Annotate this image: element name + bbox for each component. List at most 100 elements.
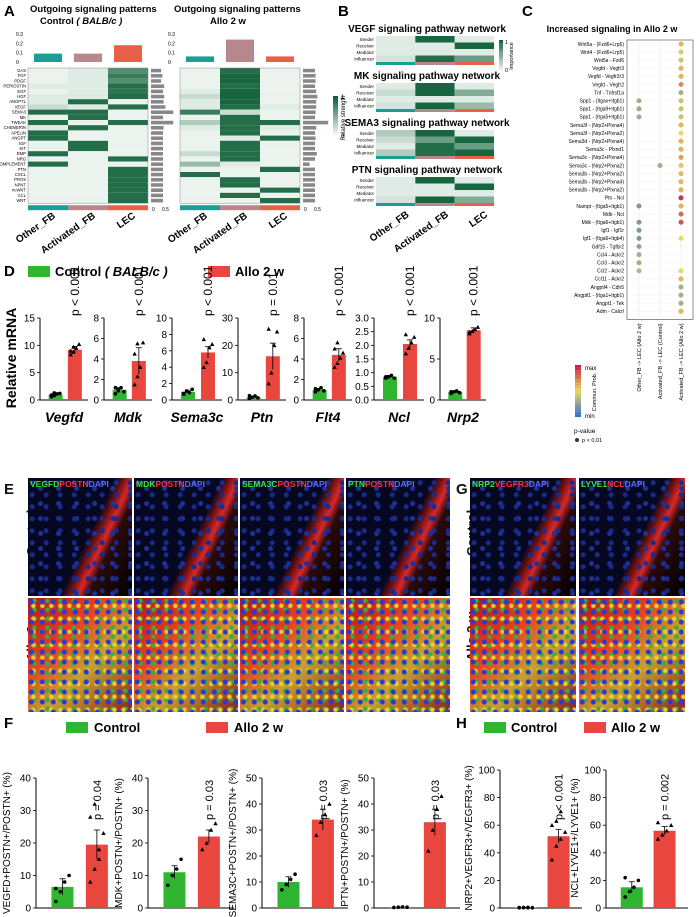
a-side-bar — [151, 94, 165, 99]
p-value: p < 0.001 — [467, 265, 481, 316]
a-side-bar — [303, 89, 317, 94]
d-legend-allo: Allo 2 w — [235, 264, 285, 279]
chart-tick-label: 80 — [590, 793, 602, 804]
a-heat-cell — [108, 161, 148, 167]
chart-tick-label: 30 — [20, 806, 32, 817]
micrograph-e-allo-1 — [134, 598, 238, 712]
c-dot — [678, 268, 684, 274]
stain-red: POSTN — [59, 479, 89, 489]
chart-tick-label: 40 — [246, 800, 258, 811]
a-group-strip — [260, 205, 300, 211]
c-dot — [678, 138, 684, 144]
c-pvalue-label: p-value — [574, 428, 596, 435]
c-dot — [678, 154, 684, 160]
a-side-bar — [151, 141, 163, 146]
a-heat-cell — [260, 172, 300, 178]
a-heat-cell — [68, 156, 108, 162]
b-cell — [454, 130, 494, 137]
chart-tick-label: 10 — [156, 314, 168, 325]
b-cell — [376, 143, 416, 150]
b-cell — [376, 136, 416, 143]
a-heat-cell — [180, 88, 220, 94]
a-colorbar-seg — [333, 124, 338, 126]
bar-allo — [67, 349, 82, 400]
a-top-bar-allo-1 — [226, 39, 254, 62]
a-heat-cell — [180, 120, 220, 126]
a-colorbar-seg — [333, 132, 338, 134]
a-heat-cell — [260, 120, 300, 126]
a-colorbar-seg — [333, 102, 338, 104]
d-gene-label: Flt4 — [316, 409, 341, 425]
data-point — [207, 345, 212, 350]
c-legend-seg — [575, 365, 581, 368]
stain-green: VEGFD — [30, 479, 60, 489]
a-heat-cell — [220, 83, 260, 89]
chart-tick-label: 0 — [25, 904, 31, 915]
c-dot — [636, 244, 642, 249]
b-legend-seg — [499, 57, 503, 60]
a-heat-cell — [220, 88, 260, 94]
data-point — [430, 827, 435, 832]
data-point — [655, 820, 661, 825]
data-point — [472, 327, 478, 332]
a-side-bar — [303, 79, 316, 83]
c-legend-seg — [575, 398, 581, 402]
micrograph-e-control-1: MDKPOSTNDAPI — [134, 478, 238, 596]
chart-tick-label: 40 — [132, 774, 144, 785]
bar-control — [448, 391, 463, 400]
stain-blue: DAPI — [624, 479, 645, 489]
a-heat-cell — [220, 120, 260, 126]
chart-tick-label: 60 — [484, 821, 496, 832]
chart-tick-label: 20 — [484, 876, 496, 887]
data-point — [210, 342, 215, 347]
b-cell — [454, 102, 494, 109]
a-heat-cell — [220, 130, 260, 136]
a-colorbar-label: Relative strength — [341, 95, 347, 140]
a-heat-cell — [220, 78, 260, 84]
b-cell — [454, 183, 494, 190]
a-pathway-label: MK — [20, 115, 26, 120]
data-point — [340, 350, 346, 355]
b-cell — [415, 177, 455, 184]
a-side-bar — [303, 126, 317, 130]
a-heat-cell — [28, 182, 68, 188]
d-gene-label: Ncl — [388, 409, 411, 425]
a-top-tick: 0.1 — [16, 51, 23, 57]
data-point — [140, 340, 146, 345]
bar-control — [312, 389, 327, 400]
a-side-tick: 0.5 — [162, 207, 169, 213]
c-dot — [678, 211, 684, 217]
micrograph-g-allo-1 — [579, 598, 685, 712]
c-pair-label: Ccl2 - Ackr2 — [597, 269, 624, 275]
stain-label: NRP2VEGFR3DAPI — [472, 479, 549, 489]
chart-tick-label: 40 — [484, 848, 496, 859]
p-value: p < 0.001 — [403, 265, 417, 316]
chart-tick-label: 0 — [595, 904, 601, 915]
b-network-title: MK signaling pathway network — [354, 71, 501, 82]
chart-tick-label: 20 — [590, 876, 602, 887]
stain-green: MDK — [136, 479, 156, 489]
data-point — [132, 382, 137, 387]
chart-tick-label: 0 — [293, 396, 299, 407]
data-point — [288, 877, 293, 882]
bar-control — [181, 391, 195, 400]
a-pathway-label: VEGF — [15, 104, 27, 109]
chart-tick-label: 4 — [93, 355, 99, 366]
data-point — [655, 836, 661, 841]
a-heat-cell — [108, 104, 148, 110]
a-side-bar — [151, 136, 163, 140]
b-role-label: Receiver — [356, 185, 374, 190]
a-side-bar — [303, 188, 315, 192]
bar-allo — [311, 819, 334, 908]
chart-tick-label: 40 — [590, 848, 602, 859]
a-left-subtitle: Control ( BALB/c ) — [40, 16, 122, 27]
stain-red: VEGFR3 — [494, 479, 529, 489]
a-side-bar — [151, 178, 163, 182]
data-point — [335, 340, 340, 345]
bar-allo — [85, 844, 108, 908]
b-role-label: Mediator — [356, 144, 374, 149]
data-point — [389, 373, 394, 378]
a-pathway-label: COMPLEMENT — [0, 162, 26, 167]
c-pair-label: Spp1 - (Itga5+Itgb1) — [579, 115, 624, 121]
c-pair-label: Vegfd - Vegfr2r3 — [588, 74, 624, 80]
